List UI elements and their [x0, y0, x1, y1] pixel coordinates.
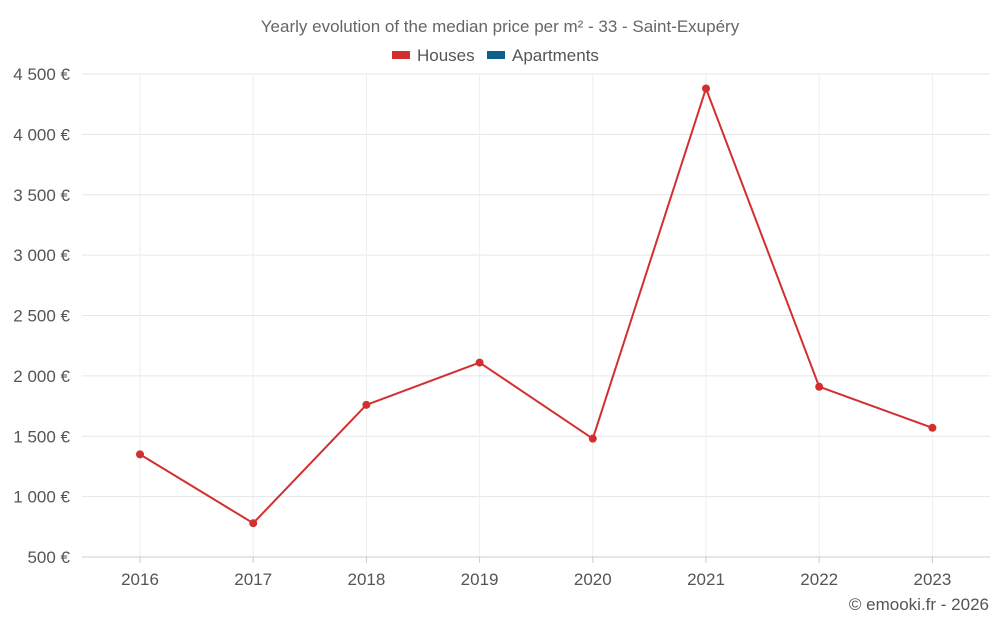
y-tick-label: 4 500 € — [13, 65, 70, 84]
x-tick-label: 2016 — [121, 570, 159, 589]
grid-layer — [82, 73, 990, 558]
credit-text: © emooki.fr - 2026 — [849, 595, 989, 614]
x-tick-label: 2018 — [347, 570, 385, 589]
series-line-houses — [139, 87, 934, 525]
x-tick-label: 2020 — [574, 570, 612, 589]
data-point-houses-2021[interactable] — [702, 84, 710, 93]
data-point-houses-2022[interactable] — [815, 382, 824, 391]
series-layer — [136, 84, 937, 528]
y-tick-label: 3 500 € — [13, 186, 70, 205]
legend-swatch-apartments — [487, 51, 505, 59]
y-tick-label: 1 000 € — [13, 488, 70, 507]
legend-swatch-houses — [392, 51, 410, 59]
axis-layer: 500 € 1 000 € 1 500 € 2 000 € 2 500 € 3 000 €… — [13, 65, 990, 589]
y-tick-label: 2 500 € — [13, 307, 70, 326]
x-tick-label: 2017 — [234, 570, 272, 589]
data-point-houses-2017[interactable] — [249, 519, 258, 528]
y-tick-label: 3 000 € — [13, 246, 70, 265]
data-point-houses-2020[interactable] — [588, 434, 597, 443]
data-point-houses-2016[interactable] — [136, 450, 144, 459]
x-tick-label: 2021 — [687, 570, 725, 589]
chart-title: Yearly evolution of the median price per… — [261, 17, 740, 36]
y-tick-label: 500 € — [27, 548, 70, 567]
data-point-houses-2023[interactable] — [928, 423, 937, 432]
legend-label-apartments: Apartments — [512, 46, 599, 65]
data-point-houses-2019[interactable] — [475, 358, 484, 367]
legend-label-houses: Houses — [417, 46, 475, 65]
y-tick-label: 2 000 € — [13, 367, 70, 386]
y-tick-label: 1 500 € — [13, 427, 70, 446]
data-point-houses-2018[interactable] — [362, 400, 371, 409]
x-tick-label: 2022 — [800, 570, 838, 589]
x-tick-label: 2019 — [461, 570, 499, 589]
legend: Houses Apartments — [392, 46, 599, 65]
y-tick-label: 4 000 € — [13, 125, 70, 144]
x-tick-label: 2023 — [913, 570, 951, 589]
